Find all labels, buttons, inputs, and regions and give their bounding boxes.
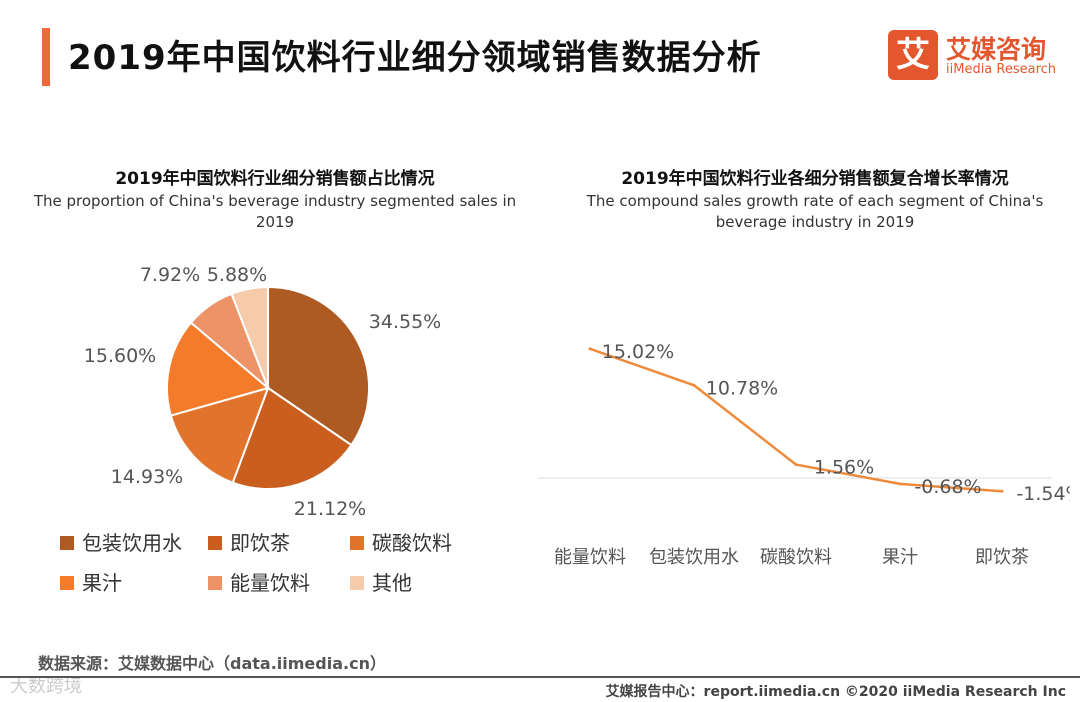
line-point: [692, 383, 696, 387]
line-point-label: 15.02%: [602, 341, 674, 363]
x-axis-tick-label: 包装饮用水: [649, 547, 739, 568]
x-axis-tick-label: 能量饮料: [554, 547, 626, 568]
watermark: 大数跨境: [10, 676, 82, 697]
legend-item: 即饮茶: [208, 527, 290, 556]
growth-rate-line: [589, 347, 1003, 493]
footer-divider: [0, 676, 1080, 678]
data-source: 数据来源：艾媒数据中心（data.iimedia.cn）: [38, 654, 386, 673]
legend-item: 碳酸饮料: [350, 527, 452, 556]
line-point-label: 1.56%: [814, 457, 874, 479]
line-chart-subtitle: The compound sales growth rate of each s…: [586, 192, 1044, 231]
line-point-label: -0.68%: [914, 476, 981, 498]
line-point-label: -1.54%: [1016, 483, 1070, 505]
line-chart-title: 2019年中国饮料行业各细分销售额复合增长率情况: [621, 169, 1009, 189]
legend-item: 其他: [350, 567, 412, 596]
pie-chart: 34.55% 21.12% 14.93% 15.60% 7.92% 5.88%: [84, 264, 441, 520]
pie-slice-label: 5.88%: [207, 264, 267, 286]
x-axis-tick-label: 即饮茶: [975, 547, 1029, 568]
pie-chart-title: 2019年中国饮料行业细分销售额占比情况: [115, 169, 435, 189]
legend-label: 包装饮用水: [82, 531, 182, 555]
legend-swatch: [60, 536, 74, 550]
line-point: [898, 482, 902, 486]
pie-slice-label: 7.92%: [140, 264, 200, 286]
pie-slice: [169, 386, 270, 484]
legend-item: 果汁: [60, 567, 122, 596]
legend-label: 果汁: [82, 571, 122, 595]
pie-slice: [166, 321, 271, 417]
legend-swatch: [60, 576, 74, 590]
legend-label: 碳酸饮料: [372, 531, 452, 555]
pie-slice-label: 34.55%: [369, 311, 441, 333]
pie-chart-subtitle: The proportion of China's beverage indus…: [33, 192, 517, 231]
line-point: [588, 347, 592, 351]
legend-swatch: [208, 536, 222, 550]
x-axis-tick-label: 果汁: [882, 547, 918, 568]
pie-slice-label: 15.60%: [84, 345, 156, 367]
legend-label: 即饮茶: [230, 531, 290, 555]
line-point-label: 10.78%: [706, 377, 778, 399]
pie-slice: [267, 285, 370, 447]
line-point: [1000, 489, 1004, 493]
legend-item: 能量饮料: [208, 567, 310, 596]
pie-slice: [231, 386, 353, 490]
footer-text: 艾媒报告中心：report.iimedia.cn ©2020 iiMedia R…: [605, 684, 1066, 700]
legend-swatch: [208, 576, 222, 590]
legend-label: 能量饮料: [230, 571, 310, 595]
x-axis-tick-label: 碳酸饮料: [760, 547, 832, 568]
legend-swatch: [350, 536, 364, 550]
pie-slice: [230, 285, 269, 389]
pie-slice-label: 14.93%: [111, 466, 183, 488]
legend-label: 其他: [372, 571, 412, 595]
line-chart: 15.02% 能量饮料 10.78% 包装饮用水 1.56% 碳酸饮料 -0.68% 果汁 -1…: [538, 341, 1070, 568]
line-point: [794, 463, 798, 467]
title-accent-bar: [42, 28, 50, 86]
logo-text-en: iiMedia Research: [946, 62, 1057, 77]
iimedia-logo-mark: 艾: [888, 30, 938, 80]
logo-text-cn: 艾媒咨询: [946, 35, 1047, 64]
pie-slice-label: 21.12%: [294, 498, 366, 520]
legend-swatch: [350, 576, 364, 590]
page-title: 2019年中国饮料行业细分领域销售数据分析: [68, 38, 762, 78]
legend-item: 包装饮用水: [60, 527, 182, 556]
